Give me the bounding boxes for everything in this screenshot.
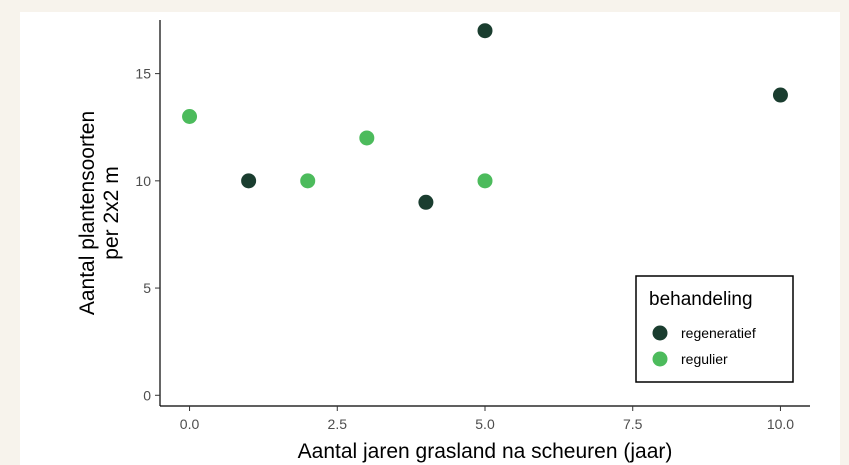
legend-entries: regeneratief regulier <box>652 325 756 367</box>
data-point-regulier <box>359 130 375 146</box>
x-axis-title: Aantal jaren grasland na scheuren (jaar) <box>298 440 673 463</box>
y-axis-title-line-2: per 2x2 m <box>100 166 123 259</box>
legend-label-regeneratief: regeneratief <box>681 325 756 341</box>
data-point-regulier <box>477 173 493 189</box>
x-tick-label: 5.0 <box>475 416 495 432</box>
legend-label-regulier: regulier <box>681 351 728 367</box>
y-tick-label: 10 <box>135 173 151 189</box>
legend: behandeling regeneratief regulier <box>635 275 794 383</box>
data-point-regeneratief <box>772 87 788 103</box>
y-tick-label: 0 <box>143 387 151 403</box>
axis-ticks: 0.0 2.5 5.0 7.5 10.0 0 5 10 15 <box>135 66 794 432</box>
data-point-regeneratief <box>418 194 434 210</box>
x-tick-label: 7.5 <box>623 416 643 432</box>
data-point-regulier <box>300 173 316 189</box>
scatter-chart: 0.0 2.5 5.0 7.5 10.0 0 5 10 15 Aantal jaren gras… <box>76 20 810 463</box>
chart-card: 0.0 2.5 5.0 7.5 10.0 0 5 10 15 Aantal jaren gras… <box>20 12 840 465</box>
data-point-regulier <box>182 109 198 124</box>
y-tick-label: 15 <box>135 66 151 82</box>
legend-marker-regulier <box>652 351 668 367</box>
data-point-regeneratief <box>241 173 257 189</box>
x-tick-label: 10.0 <box>767 416 794 432</box>
data-point-regeneratief <box>477 23 493 39</box>
legend-marker-regeneratief <box>652 325 668 341</box>
data-points <box>182 23 788 210</box>
x-tick-label: 2.5 <box>328 416 348 432</box>
y-tick-label: 5 <box>143 280 151 296</box>
y-axis-title-line-1: Aantal plantensoorten <box>76 111 99 315</box>
legend-title: behandeling <box>649 289 753 310</box>
x-tick-label: 0.0 <box>180 416 200 432</box>
